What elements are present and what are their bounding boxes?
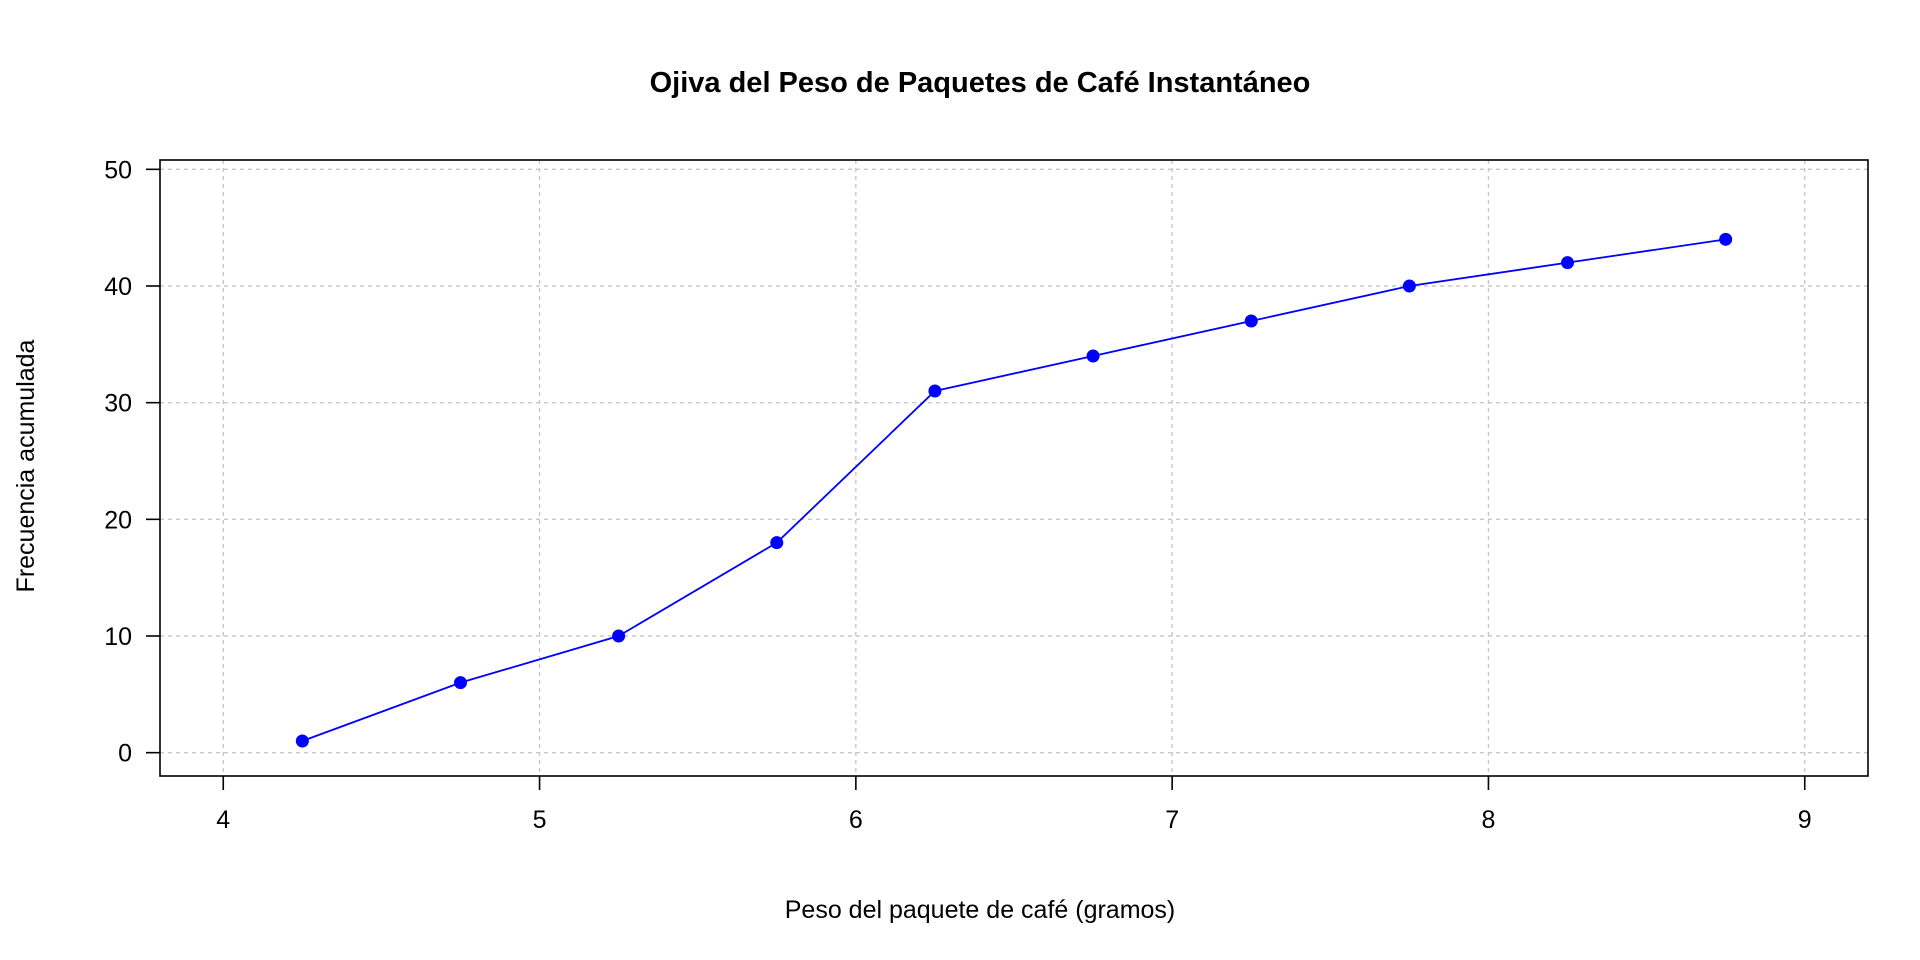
x-tick-label: 6 <box>849 806 863 834</box>
y-axis-label: Frecuencia acumulada <box>12 339 40 592</box>
data-point <box>612 629 626 643</box>
data-point <box>770 536 784 550</box>
plot-frame <box>159 159 1869 777</box>
y-tick-label: 30 <box>104 390 132 418</box>
data-point <box>928 384 942 398</box>
x-tick-label: 7 <box>1165 806 1179 834</box>
x-axis-label: Peso del paquete de café (gramos) <box>785 896 1176 924</box>
y-tick-label: 20 <box>104 506 132 534</box>
data-point <box>1086 349 1100 363</box>
series-layer <box>295 232 1733 748</box>
y-tick-label: 50 <box>104 156 132 184</box>
y-axis: 0 10 20 30 40 50 <box>104 156 160 768</box>
data-point <box>453 676 467 690</box>
data-point <box>1719 232 1733 246</box>
y-tick-label: 40 <box>104 273 132 301</box>
x-tick-label: 9 <box>1798 806 1812 834</box>
data-point <box>1561 256 1575 270</box>
x-tick-label: 5 <box>533 806 547 834</box>
grid-lines <box>160 160 1868 776</box>
chart-title: Ojiva del Peso de Paquetes de Café Insta… <box>650 67 1311 99</box>
y-tick-label: 10 <box>104 623 132 651</box>
x-tick-label: 4 <box>216 806 230 834</box>
x-axis: 4 5 6 7 8 9 <box>216 776 1812 834</box>
y-tick-label: 0 <box>118 740 132 768</box>
series-line <box>302 238 1726 742</box>
data-point <box>1402 279 1416 293</box>
data-point <box>1244 314 1258 328</box>
x-tick-label: 8 <box>1481 806 1495 834</box>
data-point <box>295 734 309 748</box>
